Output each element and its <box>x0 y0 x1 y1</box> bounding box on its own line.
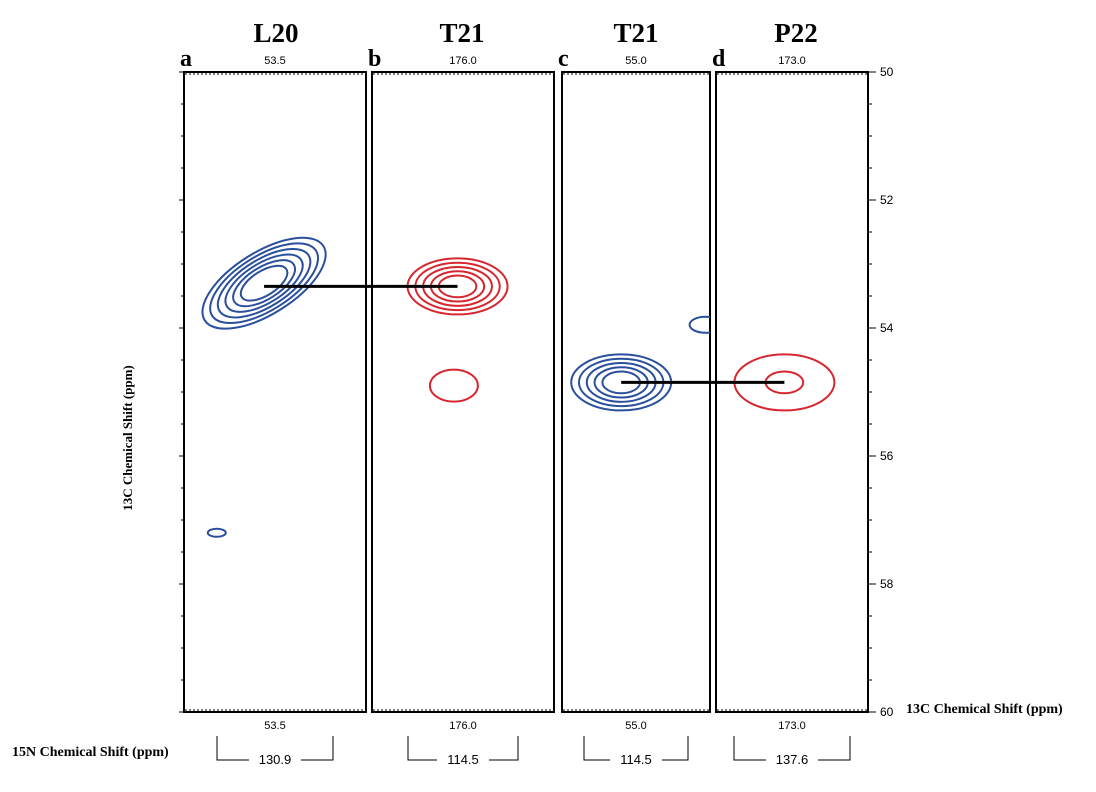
contour-group-b <box>406 257 509 403</box>
contour-group-a <box>201 236 327 538</box>
residue-titles: L20 T21 T21 P22 <box>253 18 817 48</box>
panel-frame-b <box>371 71 555 713</box>
contour-a-0-2 <box>224 253 304 313</box>
contour-a-0-5 <box>201 236 327 330</box>
carbon-shift-top-c: 55.0 <box>625 55 646 67</box>
carbon-shift-top-a: 53.5 <box>264 55 285 67</box>
residue-title-d: P22 <box>774 18 818 48</box>
panel-frame-a <box>183 71 367 713</box>
panel-letter-d: d <box>712 46 726 72</box>
panel-ticks-a <box>185 72 363 712</box>
connection-lines <box>264 284 785 384</box>
y-tick-label-60: 60 <box>880 705 894 719</box>
contour-a-0-1 <box>232 259 296 308</box>
right-y-axis: 50 52 54 56 58 60 <box>179 65 894 719</box>
contour-group-c <box>570 315 710 412</box>
residue-title-a: L20 <box>253 18 298 48</box>
y-tick-label-52: 52 <box>880 193 894 207</box>
nitrogen-bracket-d: 137.6 <box>733 736 851 767</box>
y-axis-label: 13C Chemical Shift (ppm) <box>120 365 135 511</box>
nitrogen-shift-a: 130.9 <box>259 752 292 767</box>
contour-b-1-0 <box>428 368 479 403</box>
contour-a-0-0 <box>239 264 289 302</box>
panel-letters: a b c d <box>180 46 726 72</box>
residue-title-b: T21 <box>439 18 484 48</box>
contour-a-1-0 <box>206 527 227 538</box>
residue-title-c: T21 <box>613 18 658 48</box>
strip-panels: 53.5 53.5 176.0 176.0 55.0 55.0 173.0 173.0 <box>183 55 869 732</box>
nitrogen-bracket-c: 114.5 <box>583 736 689 767</box>
contour-a-0-3 <box>216 247 312 319</box>
nitrogen-axis-label: 15N Chemical Shift (ppm) <box>12 745 169 760</box>
nitrogen-brackets: 130.9 114.5 114.5 137.6 <box>216 736 851 767</box>
contour-a-0-4 <box>209 242 320 325</box>
nitrogen-shift-b: 114.5 <box>447 752 479 767</box>
nitrogen-shift-c: 114.5 <box>620 752 652 767</box>
nitrogen-bracket-a: 130.9 <box>216 736 334 767</box>
y-tick-label-56: 56 <box>880 449 894 463</box>
contour-peaks <box>201 236 836 538</box>
panel-letter-c: c <box>558 46 569 72</box>
panel-frame-c <box>561 71 711 713</box>
carbon-shift-top-b: 176.0 <box>449 55 477 67</box>
y-tick-label-50: 50 <box>880 65 894 79</box>
panel-letter-a: a <box>180 46 192 72</box>
carbon-shift-top-d: 173.0 <box>778 55 806 67</box>
carbon-shift-bottom-c: 55.0 <box>625 720 646 732</box>
y-tick-label-58: 58 <box>880 577 894 591</box>
x-axis-label: 13C Chemical Shift (ppm) <box>906 702 1063 717</box>
panel-letter-b: b <box>368 46 381 72</box>
carbon-shift-bottom-d: 173.0 <box>778 720 806 732</box>
panel-ticks-c <box>563 72 709 712</box>
panel-ticks-d <box>717 72 867 712</box>
nitrogen-shift-d: 137.6 <box>776 752 809 767</box>
contour-c-1-0 <box>688 315 710 334</box>
carbon-shift-bottom-a: 53.5 <box>264 720 285 732</box>
panel-ticks-b <box>373 72 551 712</box>
y-tick-label-54: 54 <box>880 321 894 335</box>
nitrogen-bracket-b: 114.5 <box>407 736 519 767</box>
carbon-shift-bottom-b: 176.0 <box>449 720 477 732</box>
